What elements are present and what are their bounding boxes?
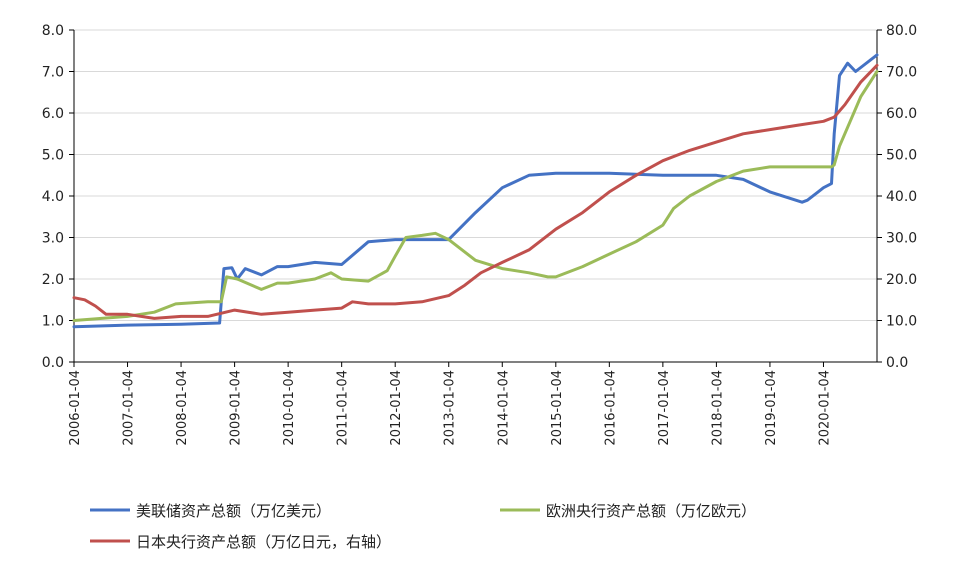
x-tick-label: 2007-01-04: [122, 370, 137, 446]
left-tick-label: 3.0: [42, 231, 64, 247]
series-lines: [72, 53, 879, 329]
right-tick-label: 40.0: [886, 189, 917, 205]
legend-label-1: 美联储资产总额（万亿美元）: [136, 502, 331, 520]
x-tick-label: 2017-01-04: [657, 370, 672, 446]
series-line-2: [72, 70, 879, 322]
right-tick-label: 70.0: [886, 65, 917, 81]
x-tick-label: 2018-01-04: [710, 370, 725, 446]
x-tick-label: 2006-01-04: [68, 370, 83, 446]
x-tick-label: 2013-01-04: [443, 370, 458, 446]
x-tick-label: 2010-01-04: [282, 370, 297, 446]
left-tick-label: 5.0: [42, 148, 64, 164]
x-tick-label: 2012-01-04: [389, 370, 404, 446]
right-tick-label: 50.0: [886, 148, 917, 164]
left-tick-label: 1.0: [42, 314, 64, 330]
left-axis-ticks: 0.0 1.0 2.0 3.0 4.0 5.0 6.0 7.0 8.0: [42, 23, 74, 371]
x-tick-label: 2008-01-04: [175, 370, 190, 446]
x-tick-label: 2019-01-04: [764, 370, 779, 446]
x-tick-label: 2014-01-04: [496, 370, 511, 446]
left-tick-label: 4.0: [42, 189, 64, 205]
left-tick-label: 0.0: [42, 355, 64, 371]
gridlines: [74, 29, 877, 321]
legend-label-2: 欧洲央行资产总额（万亿欧元）: [546, 502, 756, 520]
right-axis-ticks: 0.0 10.0 20.0 30.0 40.0 50.0 60.0 70.0 80.0: [877, 23, 917, 371]
series-line-3: [72, 63, 879, 320]
x-axis-ticks: 2006-01-04 2007-01-04 2008-01-04 2009-01-04…: [68, 362, 832, 446]
x-tick-label: 2015-01-04: [550, 370, 565, 446]
left-tick-label: 7.0: [42, 65, 64, 81]
right-tick-label: 0.0: [886, 355, 908, 371]
right-tick-label: 60.0: [886, 106, 917, 122]
right-tick-label: 10.0: [886, 314, 917, 330]
x-tick-label: 2011-01-04: [336, 370, 351, 446]
x-tick-label: 2009-01-04: [229, 370, 244, 446]
x-tick-label: 2020-01-04: [817, 370, 832, 446]
right-tick-label: 80.0: [886, 23, 917, 39]
series-line-1: [72, 53, 879, 329]
legend: 美联储资产总额（万亿美元） 欧洲央行资产总额（万亿欧元） 日本央行资产总额（万亿日元…: [90, 502, 756, 551]
left-tick-label: 2.0: [42, 272, 64, 288]
x-tick-label: 2016-01-04: [603, 370, 618, 446]
right-tick-label: 20.0: [886, 272, 917, 288]
left-tick-label: 8.0: [42, 23, 64, 39]
legend-label-3: 日本央行资产总额（万亿日元，右轴）: [136, 533, 391, 551]
left-tick-label: 6.0: [42, 106, 64, 122]
right-tick-label: 30.0: [886, 231, 917, 247]
